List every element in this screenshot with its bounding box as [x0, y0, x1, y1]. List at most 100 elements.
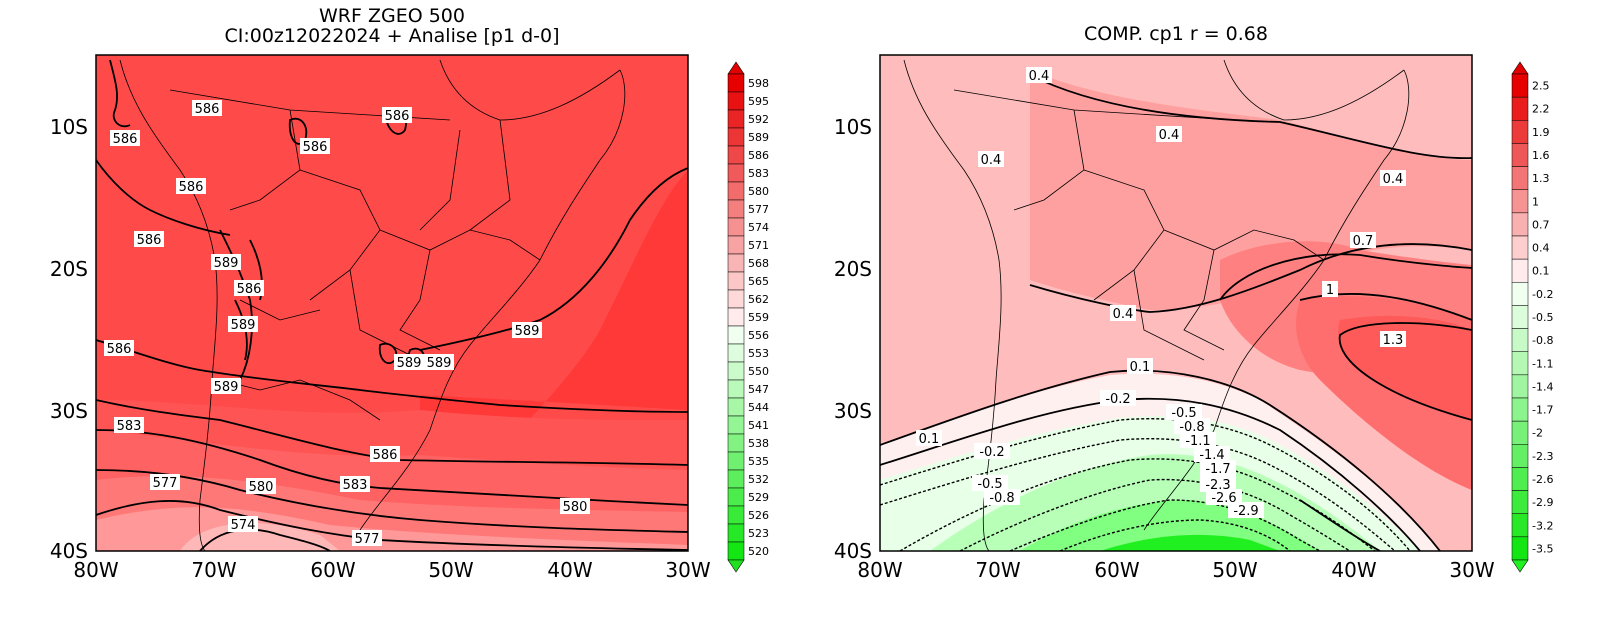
svg-text:-0.8: -0.8 — [989, 491, 1014, 506]
left-ytick-2: 30S — [50, 399, 88, 423]
left-clabel-18: 583 — [340, 476, 370, 493]
right-contour-neg0.2 — [880, 397, 1421, 551]
right-colorbar-cell — [1511, 96, 1529, 121]
left-colorbar-cell — [727, 343, 745, 363]
right-clabel-2: 0.4 — [978, 151, 1004, 168]
left-colorbar-labels: 598 595 592 589 586 583 580 577 574 571 568 565 562 5… — [748, 77, 769, 558]
right-clabel-21: -0.8 — [984, 489, 1020, 506]
left-colorbar-label: 520 — [748, 545, 769, 558]
left-colorbar-cell — [727, 73, 745, 93]
right-colorbar-cell — [1511, 258, 1529, 283]
left-colorbar-label: 547 — [748, 383, 769, 396]
right-colorbar-labels: 2.5 2.2 1.9 1.6 1.3 1 0.7 0.4 0.1 -0.2 -0.5 -0.8 -1.… — [1532, 80, 1553, 556]
left-colorbar-label: 526 — [748, 509, 769, 522]
right-colorbar-cell — [1511, 328, 1529, 352]
right-x-axis: 80W 70W 60W 50W 40W 30W — [857, 558, 1494, 582]
right-clabel-17: -2.9 — [1228, 502, 1264, 519]
contour-589-east — [419, 167, 688, 351]
svg-text:574: 574 — [231, 518, 256, 533]
right-colorbar-cell — [1511, 73, 1529, 98]
right-colorbar-cell — [1511, 305, 1529, 329]
svg-text:-0.5: -0.5 — [1171, 406, 1196, 421]
right-colorbar-label: -0.8 — [1532, 334, 1553, 347]
svg-text:-1.1: -1.1 — [1185, 434, 1210, 449]
left-clabel-9: 589 — [512, 322, 542, 339]
svg-text:589: 589 — [397, 356, 422, 371]
left-clabel-15: 577 — [150, 474, 180, 491]
svg-text:0.4: 0.4 — [1113, 307, 1134, 322]
right-contour-1.3 — [1338, 322, 1472, 421]
left-clabel-21: 580 — [560, 498, 590, 515]
contour-574 — [199, 528, 331, 551]
left-contour-labels: 586 586 586 586 586 589 586 589 586 589 … — [104, 100, 590, 547]
left-colorbar-label: 553 — [748, 347, 769, 360]
right-title: COMP. cp1 r = 0.68 — [1084, 23, 1268, 45]
left-colorbar-cell — [727, 271, 745, 291]
left-clabel-6: 586 — [134, 231, 164, 248]
left-colorbar-cell — [727, 415, 745, 435]
left-clabel-1: 586 — [110, 130, 140, 147]
svg-text:0.4: 0.4 — [981, 153, 1002, 168]
left-colorbar-label: 568 — [748, 257, 769, 270]
left-colorbar-cell — [727, 361, 745, 381]
left-clabel-11: 589 — [424, 354, 454, 371]
right-map-area — [880, 55, 1472, 551]
right-colorbar-label: 0.1 — [1532, 265, 1550, 278]
left-clabel-8: 586 — [234, 280, 264, 297]
svg-text:-1.7: -1.7 — [1205, 462, 1230, 477]
left-colorbar-label: 550 — [748, 365, 769, 378]
svg-text:0.1: 0.1 — [919, 432, 940, 447]
left-colorbar-label: 583 — [748, 167, 769, 180]
right-clabel-13: -1.4 — [1194, 446, 1230, 463]
svg-text:-0.2: -0.2 — [979, 445, 1004, 460]
svg-text:0.4: 0.4 — [1159, 128, 1180, 143]
left-map-frame — [95, 54, 689, 552]
left-colorbar-label: 577 — [748, 203, 769, 216]
left-colorbar-label: 571 — [748, 239, 769, 252]
right-colorbar-cell — [1511, 374, 1529, 399]
right-colorbar-cell — [1511, 166, 1529, 190]
left-colorbar-cell — [727, 199, 745, 219]
svg-text:577: 577 — [153, 476, 178, 491]
left-colorbar-cell — [727, 307, 745, 327]
left-title-line2: CI:00z12022024 + Analise [p1 d-0] — [224, 25, 559, 47]
right-colorbar-label: 2.2 — [1532, 103, 1550, 116]
left-colorbar-label: 535 — [748, 455, 769, 468]
right-clabel-20: -0.5 — [972, 475, 1008, 492]
right-region-0.4 — [1030, 70, 1472, 310]
right-clabel-14: -1.7 — [1200, 460, 1236, 477]
right-colorbar-label: -3.5 — [1532, 542, 1553, 555]
left-colorbar-cell — [727, 163, 745, 183]
svg-text:589: 589 — [515, 324, 540, 339]
right-colorbar-cell — [1511, 513, 1529, 538]
right-contour-labels: 0.4 0.4 0.4 0.4 0.7 1 0.4 1.3 0.1 -0.2 -… — [916, 67, 1406, 519]
svg-text:586: 586 — [113, 132, 138, 147]
right-colorbar-cell — [1511, 235, 1529, 260]
left-colorbar-cell — [727, 91, 745, 111]
right-map-panel: COMP. cp1 r = 0.68 — [834, 23, 1554, 582]
right-clabel-11: -0.8 — [1174, 418, 1210, 435]
left-clabel-19: 574 — [228, 516, 258, 533]
right-country-borders — [953, 89, 1325, 361]
right-colorbar: 2.5 2.2 1.9 1.6 1.3 1 0.7 0.4 0.1 -0.2 -0.5 -0.8 -1.… — [1511, 61, 1553, 573]
left-colorbar-label: 562 — [748, 293, 769, 306]
left-ytick-0: 10S — [50, 115, 88, 139]
svg-text:586: 586 — [107, 342, 132, 357]
right-clabel-9: -0.2 — [1100, 390, 1136, 407]
left-colorbar: 598 595 592 589 586 583 580 577 574 571 568 565 562 5… — [727, 61, 769, 573]
left-atlantic-coast — [359, 69, 626, 531]
left-colorbar-label: 574 — [748, 221, 769, 234]
left-colorbar-cell — [727, 109, 745, 129]
left-ytick-1: 20S — [50, 257, 88, 281]
left-clabel-5: 589 — [211, 254, 241, 271]
right-colorbar-cell — [1511, 351, 1529, 376]
svg-text:589: 589 — [214, 256, 239, 271]
right-colorbar-label: -0.2 — [1532, 288, 1553, 301]
left-map-area — [96, 55, 688, 551]
right-clabel-10: -0.5 — [1166, 404, 1202, 421]
right-colorbar-label: -1.4 — [1532, 380, 1553, 393]
svg-text:583: 583 — [117, 419, 142, 434]
left-clabel-10: 589 — [394, 354, 424, 371]
right-colorbar-cell — [1511, 212, 1529, 237]
left-clabel-7: 589 — [228, 316, 258, 333]
